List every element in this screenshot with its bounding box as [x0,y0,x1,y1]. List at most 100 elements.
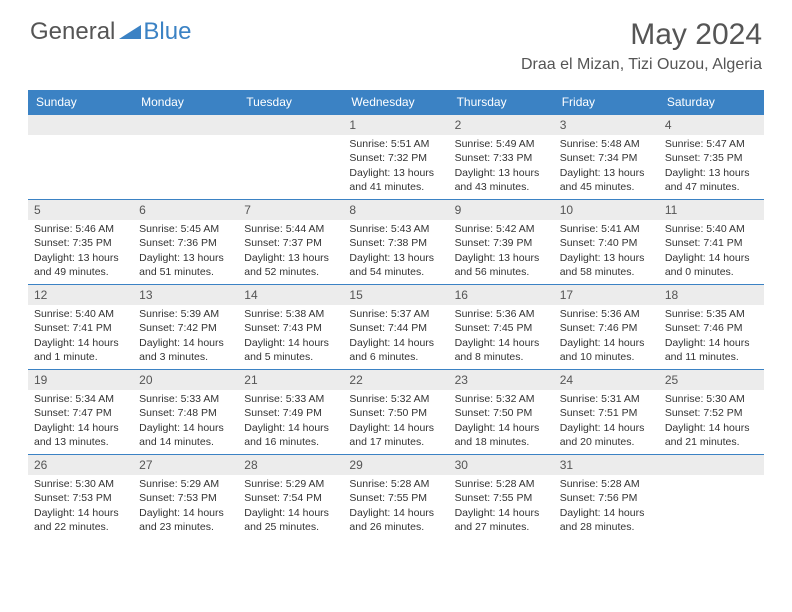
day-info: Sunrise: 5:43 AMSunset: 7:38 PMDaylight:… [343,220,448,283]
calendar-week: 5Sunrise: 5:46 AMSunset: 7:35 PMDaylight… [28,199,764,284]
day-number: 12 [28,285,133,305]
day-info: Sunrise: 5:35 AMSunset: 7:46 PMDaylight:… [659,305,764,368]
day-info: Sunrise: 5:51 AMSunset: 7:32 PMDaylight:… [343,135,448,198]
daylight-line: Daylight: 14 hours and 23 minutes. [139,506,232,534]
calendar-cell: 5Sunrise: 5:46 AMSunset: 7:35 PMDaylight… [28,200,133,284]
sunset-line: Sunset: 7:53 PM [139,491,232,505]
sunset-line: Sunset: 7:43 PM [244,321,337,335]
weekday-header: Thursday [449,90,554,114]
calendar-cell: 7Sunrise: 5:44 AMSunset: 7:37 PMDaylight… [238,200,343,284]
calendar-cell: 22Sunrise: 5:32 AMSunset: 7:50 PMDayligh… [343,370,448,454]
day-info: Sunrise: 5:49 AMSunset: 7:33 PMDaylight:… [449,135,554,198]
day-number: 30 [449,455,554,475]
logo: General Blue [30,18,191,46]
sunrise-line: Sunrise: 5:32 AM [455,392,548,406]
day-number: 19 [28,370,133,390]
sunset-line: Sunset: 7:33 PM [455,151,548,165]
calendar-cell: 15Sunrise: 5:37 AMSunset: 7:44 PMDayligh… [343,285,448,369]
sunrise-line: Sunrise: 5:32 AM [349,392,442,406]
sunrise-line: Sunrise: 5:38 AM [244,307,337,321]
sunrise-line: Sunrise: 5:28 AM [349,477,442,491]
day-info: Sunrise: 5:28 AMSunset: 7:55 PMDaylight:… [449,475,554,538]
day-number: 26 [28,455,133,475]
daylight-line: Daylight: 13 hours and 49 minutes. [34,251,127,279]
day-number: 1 [343,115,448,135]
day-number-empty [238,115,343,135]
sunset-line: Sunset: 7:55 PM [455,491,548,505]
day-number: 7 [238,200,343,220]
calendar-cell: 17Sunrise: 5:36 AMSunset: 7:46 PMDayligh… [554,285,659,369]
daylight-line: Daylight: 14 hours and 0 minutes. [665,251,758,279]
day-number: 28 [238,455,343,475]
daylight-line: Daylight: 14 hours and 14 minutes. [139,421,232,449]
sunrise-line: Sunrise: 5:40 AM [665,222,758,236]
daylight-line: Daylight: 14 hours and 8 minutes. [455,336,548,364]
day-info: Sunrise: 5:46 AMSunset: 7:35 PMDaylight:… [28,220,133,283]
day-number: 10 [554,200,659,220]
sunset-line: Sunset: 7:34 PM [560,151,653,165]
day-number: 27 [133,455,238,475]
weekday-header: Sunday [28,90,133,114]
day-number-empty [659,455,764,475]
sunrise-line: Sunrise: 5:29 AM [244,477,337,491]
sunset-line: Sunset: 7:50 PM [349,406,442,420]
day-info: Sunrise: 5:42 AMSunset: 7:39 PMDaylight:… [449,220,554,283]
day-number: 8 [343,200,448,220]
daylight-line: Daylight: 14 hours and 3 minutes. [139,336,232,364]
daylight-line: Daylight: 13 hours and 52 minutes. [244,251,337,279]
calendar-cell: 11Sunrise: 5:40 AMSunset: 7:41 PMDayligh… [659,200,764,284]
calendar-cell: 27Sunrise: 5:29 AMSunset: 7:53 PMDayligh… [133,455,238,539]
day-info: Sunrise: 5:47 AMSunset: 7:35 PMDaylight:… [659,135,764,198]
sunrise-line: Sunrise: 5:28 AM [455,477,548,491]
calendar-cell: 10Sunrise: 5:41 AMSunset: 7:40 PMDayligh… [554,200,659,284]
sunset-line: Sunset: 7:32 PM [349,151,442,165]
daylight-line: Daylight: 13 hours and 47 minutes. [665,166,758,194]
weekday-header: Saturday [659,90,764,114]
calendar-cell [133,115,238,199]
daylight-line: Daylight: 14 hours and 28 minutes. [560,506,653,534]
sunset-line: Sunset: 7:39 PM [455,236,548,250]
day-number: 5 [28,200,133,220]
daylight-line: Daylight: 13 hours and 41 minutes. [349,166,442,194]
location-text: Draa el Mizan, Tizi Ouzou, Algeria [521,56,762,74]
calendar-cell: 23Sunrise: 5:32 AMSunset: 7:50 PMDayligh… [449,370,554,454]
daylight-line: Daylight: 14 hours and 17 minutes. [349,421,442,449]
daylight-line: Daylight: 14 hours and 25 minutes. [244,506,337,534]
calendar-cell: 21Sunrise: 5:33 AMSunset: 7:49 PMDayligh… [238,370,343,454]
day-info: Sunrise: 5:29 AMSunset: 7:53 PMDaylight:… [133,475,238,538]
day-info: Sunrise: 5:33 AMSunset: 7:48 PMDaylight:… [133,390,238,453]
day-number: 14 [238,285,343,305]
calendar-cell: 26Sunrise: 5:30 AMSunset: 7:53 PMDayligh… [28,455,133,539]
day-number: 6 [133,200,238,220]
sunrise-line: Sunrise: 5:44 AM [244,222,337,236]
day-number: 3 [554,115,659,135]
sunrise-line: Sunrise: 5:42 AM [455,222,548,236]
sunrise-line: Sunrise: 5:36 AM [560,307,653,321]
calendar-cell: 9Sunrise: 5:42 AMSunset: 7:39 PMDaylight… [449,200,554,284]
daylight-line: Daylight: 14 hours and 20 minutes. [560,421,653,449]
calendar-cell: 25Sunrise: 5:30 AMSunset: 7:52 PMDayligh… [659,370,764,454]
day-number: 25 [659,370,764,390]
sunset-line: Sunset: 7:40 PM [560,236,653,250]
sunset-line: Sunset: 7:44 PM [349,321,442,335]
day-number: 4 [659,115,764,135]
sunrise-line: Sunrise: 5:33 AM [244,392,337,406]
daylight-line: Daylight: 14 hours and 6 minutes. [349,336,442,364]
day-number-empty [28,115,133,135]
day-number: 15 [343,285,448,305]
daylight-line: Daylight: 14 hours and 11 minutes. [665,336,758,364]
calendar-cell: 3Sunrise: 5:48 AMSunset: 7:34 PMDaylight… [554,115,659,199]
sunrise-line: Sunrise: 5:29 AM [139,477,232,491]
calendar-cell: 29Sunrise: 5:28 AMSunset: 7:55 PMDayligh… [343,455,448,539]
daylight-line: Daylight: 14 hours and 18 minutes. [455,421,548,449]
day-number: 23 [449,370,554,390]
calendar-cell: 14Sunrise: 5:38 AMSunset: 7:43 PMDayligh… [238,285,343,369]
daylight-line: Daylight: 14 hours and 22 minutes. [34,506,127,534]
day-info: Sunrise: 5:40 AMSunset: 7:41 PMDaylight:… [659,220,764,283]
sunrise-line: Sunrise: 5:39 AM [139,307,232,321]
day-info: Sunrise: 5:41 AMSunset: 7:40 PMDaylight:… [554,220,659,283]
sunset-line: Sunset: 7:56 PM [560,491,653,505]
calendar-week: 1Sunrise: 5:51 AMSunset: 7:32 PMDaylight… [28,114,764,199]
sunset-line: Sunset: 7:35 PM [34,236,127,250]
day-info: Sunrise: 5:32 AMSunset: 7:50 PMDaylight:… [449,390,554,453]
